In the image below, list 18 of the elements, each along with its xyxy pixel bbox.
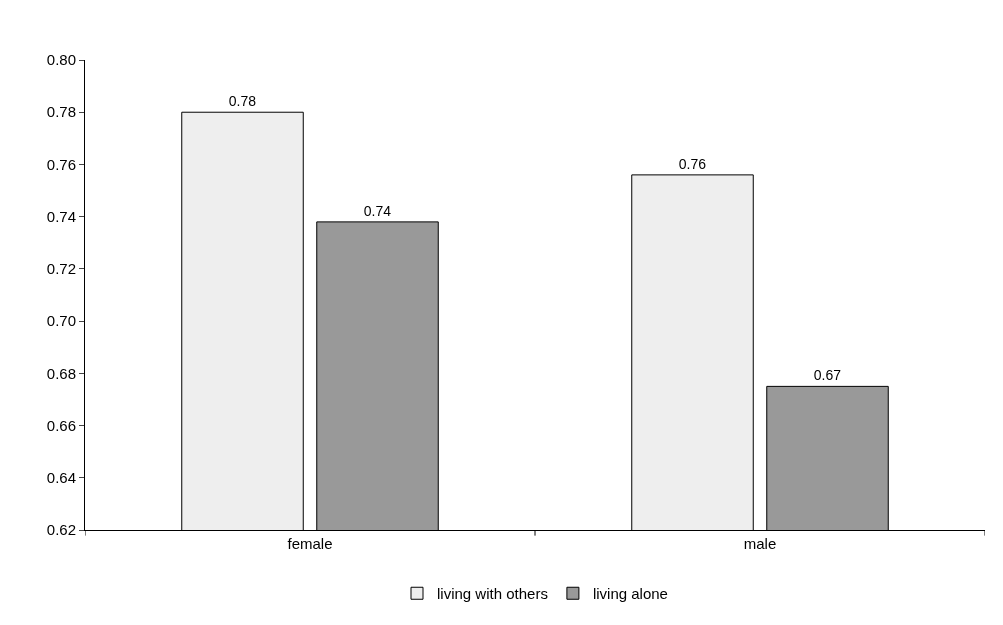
data-label: 0.78 [228,93,257,110]
y-tick-label: 0.80 [46,51,76,69]
y-tick-label: 0.68 [46,364,76,382]
legend-label: living alone [592,585,668,603]
y-tick-label: 0.78 [46,103,76,121]
y-tick-label: 0.74 [46,207,76,225]
y-tick-label: 0.64 [46,469,76,487]
x-tick-label: female [287,535,333,552]
data-label: 0.74 [363,202,392,219]
x-tick-label: male [743,535,777,552]
y-tick-label: 0.72 [46,260,76,278]
y-tick-label: 0.62 [46,521,76,539]
legend-label: living with others [437,585,548,603]
y-tick-label: 0.66 [46,416,76,434]
y-tick-label: 0.76 [46,155,76,173]
data-label: 0.67 [813,367,842,384]
y-tick-label: 0.70 [46,312,76,330]
data-label: 0.76 [678,155,707,172]
